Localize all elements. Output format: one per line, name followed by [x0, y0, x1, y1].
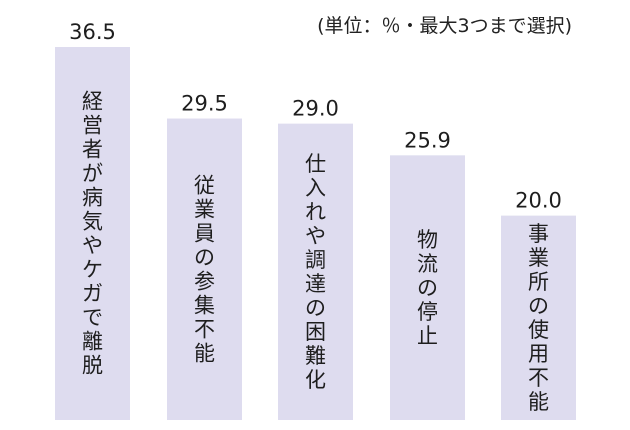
value-label-5: 20.0 — [515, 189, 562, 213]
category-label-1: 経営者が病気やケガで離脱 — [82, 90, 103, 378]
bar-1 — [55, 47, 130, 420]
value-label-1: 36.5 — [69, 20, 116, 44]
bar-3 — [278, 123, 353, 421]
bar-2 — [167, 118, 242, 421]
category-label-4: 物流の停止 — [417, 228, 438, 348]
category-label-5: 事業所の使用不能 — [528, 222, 549, 414]
value-label-3: 29.0 — [292, 97, 339, 121]
bar-4 — [390, 155, 465, 420]
value-label-4: 25.9 — [404, 128, 451, 152]
bars-group: 36.5 経営者が病気やケガで離脱 29.5 従業員の参集不能 29.0 仕入れや調達の困… — [55, 20, 576, 421]
bar-5 — [501, 215, 576, 420]
category-label-2: 従業員の参集不能 — [194, 173, 215, 365]
unit-note: (単位：％・最大3つまで選択) — [317, 15, 572, 37]
category-label-3: 仕入れや調達の困難化 — [305, 152, 326, 392]
value-label-2: 29.5 — [181, 92, 228, 116]
